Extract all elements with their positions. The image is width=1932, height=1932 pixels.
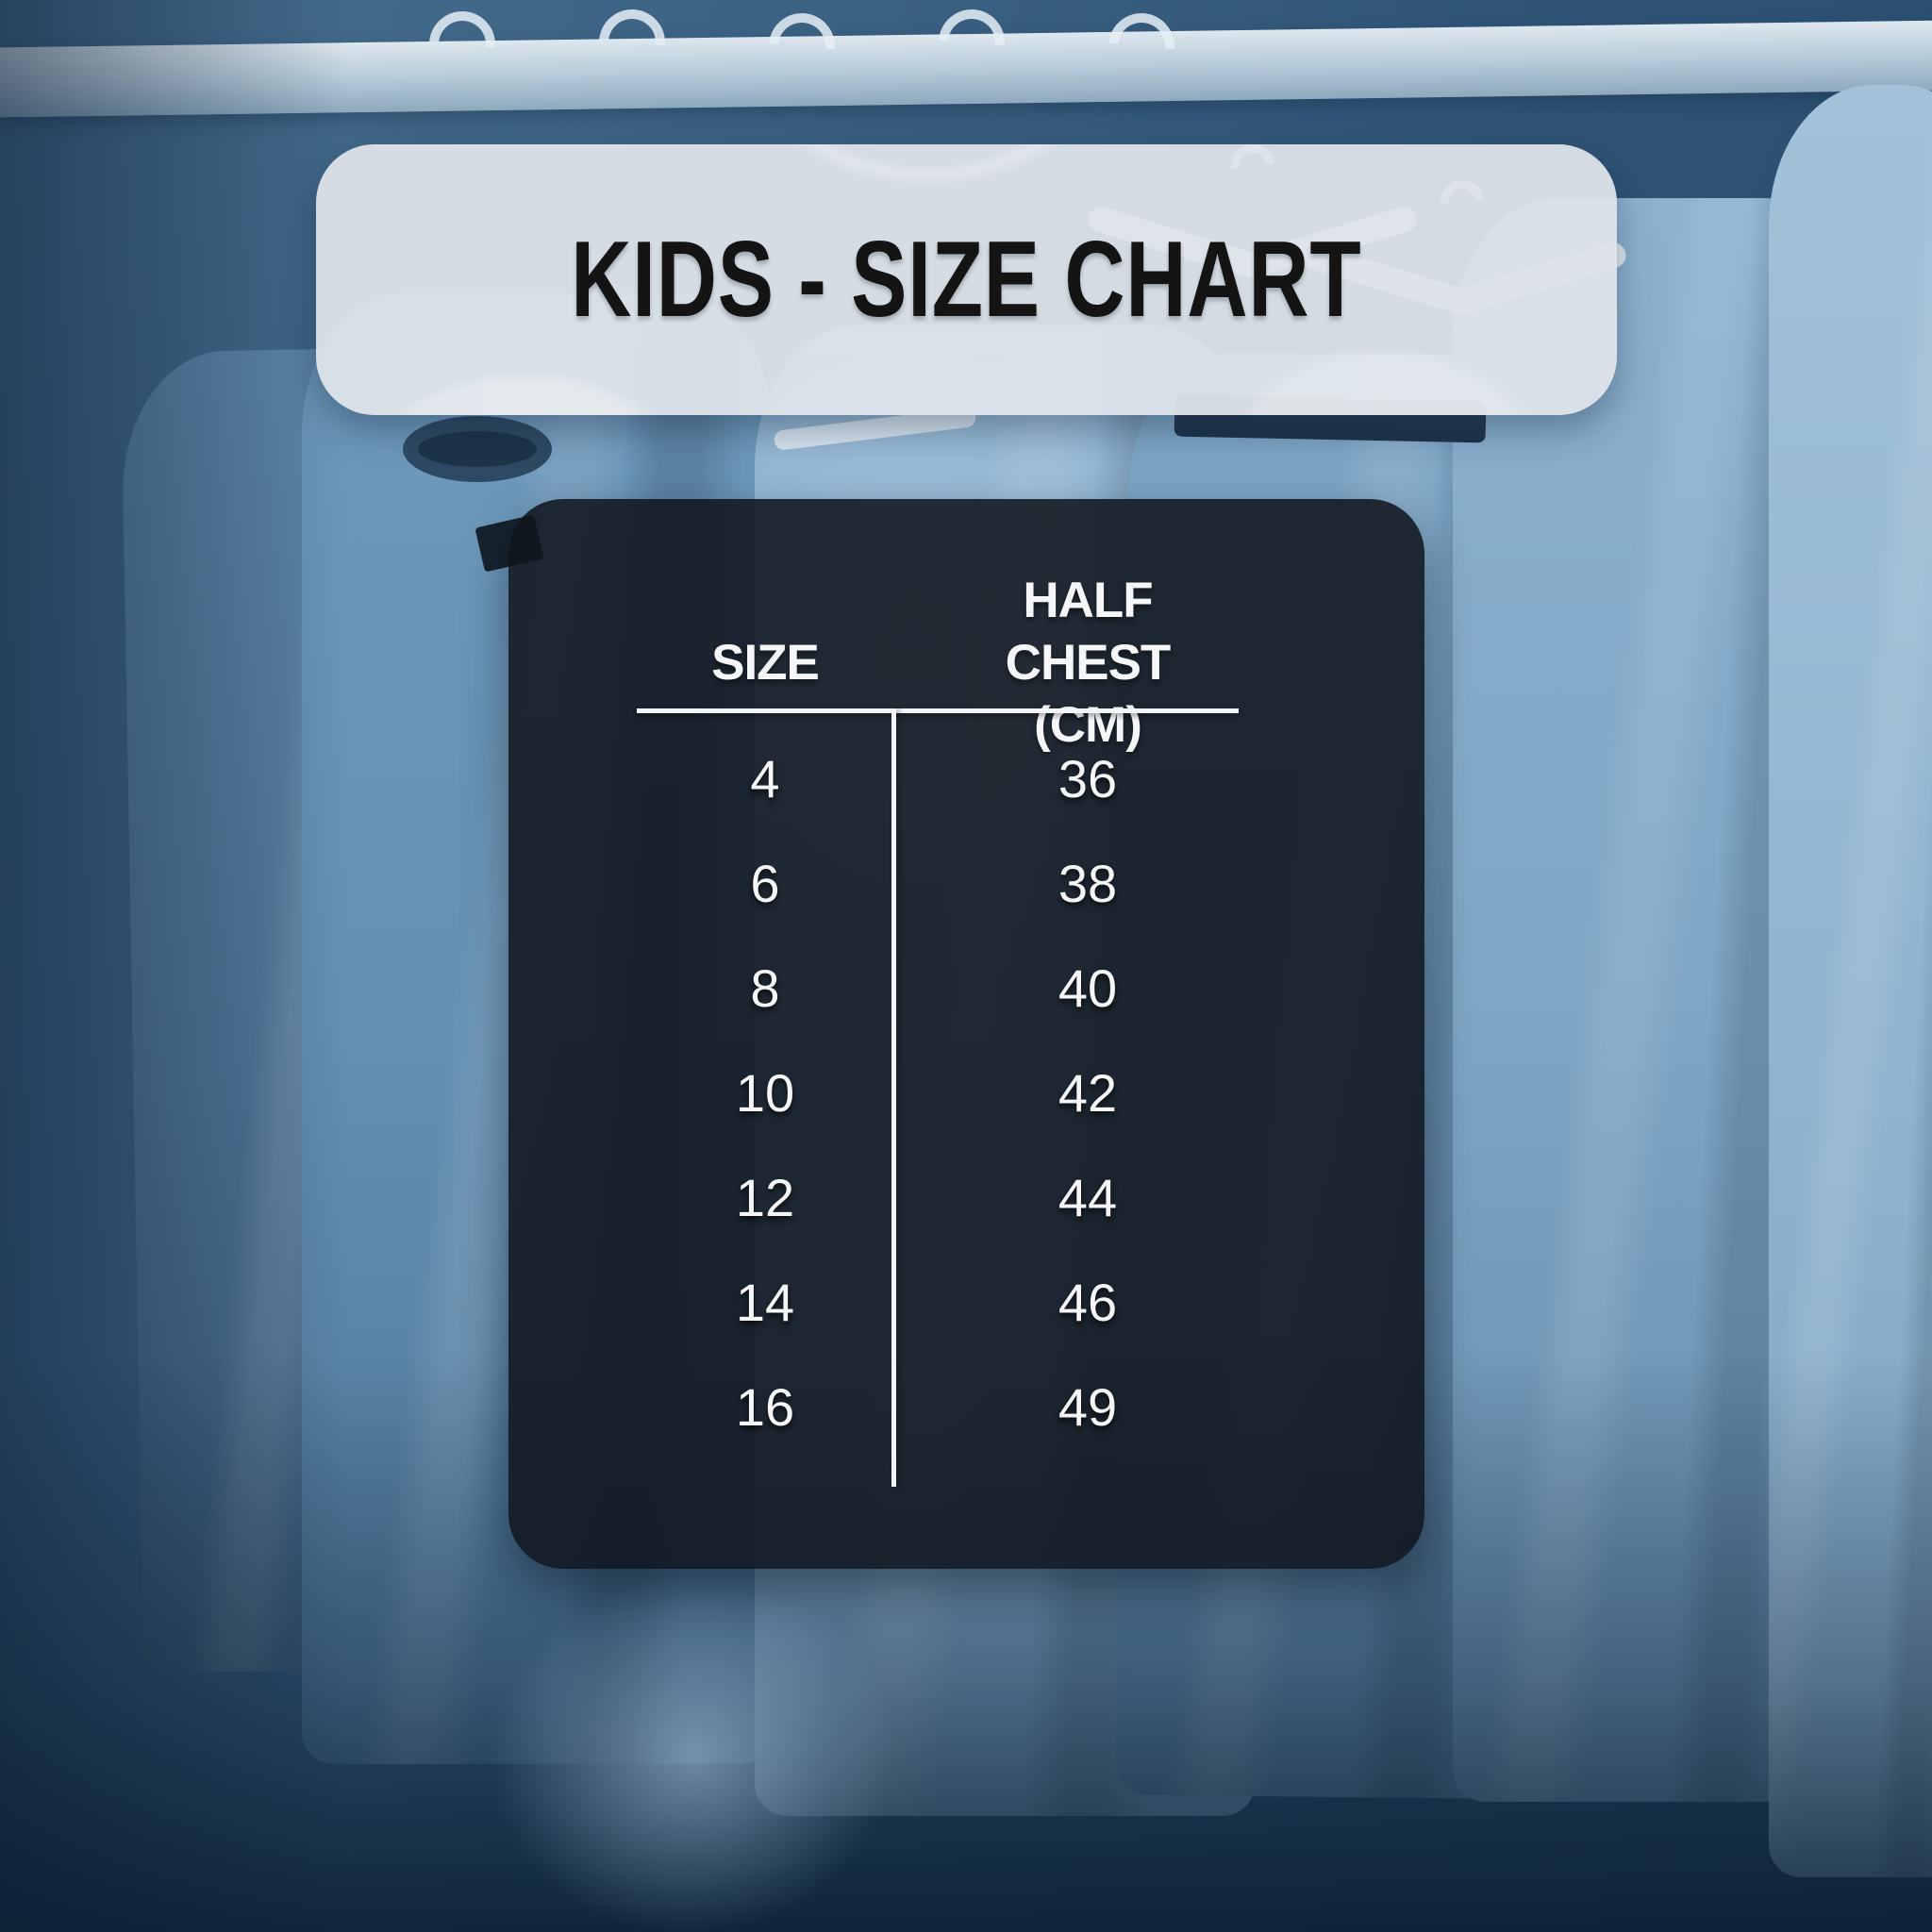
table-row: 10 42	[637, 1041, 1239, 1145]
title-banner: KIDS - SIZE CHART	[316, 144, 1617, 415]
half-chest-value: 42	[1058, 1063, 1118, 1123]
half-chest-line1: HALF CHEST	[1005, 573, 1172, 691]
size-value: 4	[750, 749, 780, 808]
size-chart-panel: SIZE HALF CHEST (CM) 4 36 6 38 8 40 10 42 12 44 14…	[508, 499, 1424, 1569]
table-row: 4 36	[637, 726, 1239, 831]
table-row: 8 40	[637, 936, 1239, 1041]
size-value: 16	[735, 1377, 795, 1437]
tshirt-collar	[403, 416, 552, 482]
size-value: 14	[735, 1273, 795, 1332]
table-row: 12 44	[637, 1145, 1239, 1250]
table-row: 6 38	[637, 831, 1239, 936]
half-chest-value: 46	[1058, 1273, 1118, 1332]
size-value: 8	[750, 958, 780, 1018]
table-header: SIZE HALF CHEST (CM)	[637, 570, 1239, 753]
page-title: KIDS - SIZE CHART	[571, 220, 1362, 340]
half-chest-value: 40	[1058, 958, 1118, 1018]
light-glow	[467, 1548, 920, 1932]
size-value: 6	[750, 854, 780, 913]
half-chest-value: 49	[1058, 1377, 1118, 1437]
header-rule-line	[637, 708, 1239, 713]
table-rows: 4 36 6 38 8 40 10 42 12 44 14 46 16 49	[637, 726, 1239, 1459]
table-row: 14 46	[637, 1250, 1239, 1355]
size-value: 10	[735, 1063, 795, 1123]
size-value: 12	[735, 1168, 795, 1227]
table-row: 16 49	[637, 1355, 1239, 1459]
half-chest-value: 38	[1058, 854, 1118, 913]
half-chest-value: 36	[1058, 749, 1118, 808]
half-chest-value: 44	[1058, 1168, 1118, 1227]
tshirt-shape	[1769, 85, 1932, 1877]
